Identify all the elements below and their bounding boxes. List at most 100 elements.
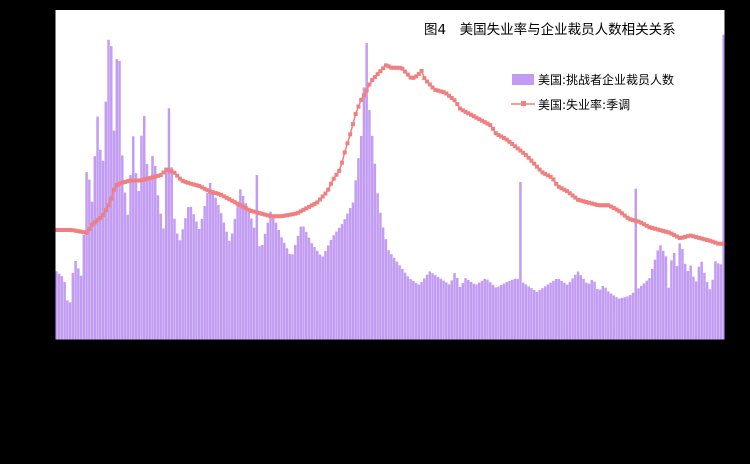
- bar: [436, 276, 440, 340]
- bar: [104, 101, 108, 340]
- line-marker: [57, 228, 62, 232]
- bar: [587, 283, 591, 340]
- line-marker: [562, 187, 567, 192]
- bar: [601, 285, 605, 340]
- bar: [565, 284, 569, 340]
- x-tick-label: 2014-09-30: [533, 348, 549, 432]
- bar: [552, 280, 555, 340]
- bar: [206, 193, 209, 340]
- line-marker: [326, 187, 331, 192]
- line-marker: [438, 89, 443, 94]
- bar: [241, 195, 245, 340]
- bar: [648, 278, 651, 341]
- line-marker: [150, 175, 155, 180]
- bar: [247, 210, 250, 340]
- bar: [277, 230, 281, 340]
- line-marker: [685, 234, 690, 239]
- bar: [711, 279, 714, 340]
- line-marker: [576, 197, 581, 202]
- bar: [167, 108, 171, 340]
- bar: [310, 243, 313, 340]
- line-marker: [274, 214, 279, 219]
- bar: [74, 261, 77, 340]
- bar: [132, 136, 135, 340]
- line-marker: [271, 214, 276, 219]
- left-tick-label: 80000: [14, 224, 49, 237]
- x-tick-label: 2000-01-31: [49, 348, 65, 432]
- line-marker: [339, 160, 344, 165]
- bar: [456, 277, 459, 340]
- bar: [156, 195, 160, 340]
- line-marker: [375, 72, 380, 77]
- right-axis-ticks: 0 2 4 6 8 10 12: [725, 4, 747, 347]
- line-marker: [551, 177, 556, 182]
- right-tick-label: 2: [733, 279, 740, 292]
- bar: [272, 215, 275, 340]
- bar: [230, 233, 234, 340]
- line-marker: [81, 230, 86, 235]
- bar: [557, 279, 561, 340]
- line-marker: [68, 228, 73, 232]
- line-marker: [334, 172, 339, 177]
- bar: [288, 253, 292, 340]
- bar: [123, 192, 127, 340]
- bar: [598, 289, 602, 340]
- bar: [469, 281, 473, 340]
- bar: [494, 287, 497, 340]
- x-tick-label: 2018-05-31: [653, 348, 669, 432]
- line-marker: [433, 87, 438, 92]
- bar: [192, 214, 195, 340]
- bar: [403, 272, 407, 340]
- line-marker: [394, 65, 399, 70]
- line-marker: [221, 194, 226, 199]
- bar: [151, 155, 154, 340]
- line-marker: [474, 115, 479, 120]
- bar: [609, 293, 613, 340]
- bar: [722, 34, 725, 340]
- bar: [395, 261, 399, 340]
- bar: [318, 254, 322, 340]
- line-marker: [87, 227, 92, 232]
- line-marker: [307, 204, 311, 209]
- bar: [505, 282, 508, 340]
- line-marker: [290, 212, 295, 217]
- bar: [398, 265, 401, 340]
- bar: [516, 278, 519, 340]
- line-marker: [293, 211, 298, 216]
- line-marker: [515, 146, 520, 151]
- bar: [283, 242, 286, 340]
- bar: [118, 60, 121, 341]
- left-tick-label: 0: [42, 334, 49, 347]
- line-marker: [609, 204, 614, 209]
- bar: [708, 289, 712, 340]
- bar: [203, 205, 206, 340]
- bar: [488, 282, 492, 340]
- bar: [401, 268, 404, 340]
- line-marker: [191, 182, 196, 187]
- line-marker: [694, 235, 699, 240]
- line-marker: [125, 179, 130, 184]
- bar: [502, 283, 506, 340]
- bar: [431, 273, 434, 340]
- line-marker: [392, 65, 397, 70]
- x-tick-label: 2011-12-31: [442, 348, 458, 432]
- bar: [55, 271, 58, 340]
- line-marker: [460, 108, 465, 113]
- line-marker: [416, 71, 421, 76]
- line-marker: [166, 168, 171, 173]
- bar: [305, 232, 308, 340]
- line-marker: [589, 201, 594, 206]
- x-tick-label: 2001-11-30: [110, 348, 126, 432]
- line-marker: [696, 235, 701, 240]
- bar: [261, 244, 264, 340]
- bar: [348, 208, 352, 340]
- bar: [467, 280, 470, 340]
- line-marker: [285, 213, 290, 218]
- line-marker: [548, 174, 553, 179]
- bar: [478, 282, 481, 340]
- line-marker: [131, 178, 136, 183]
- line-marker: [381, 66, 386, 71]
- bar: [107, 39, 110, 340]
- line-marker: [265, 213, 270, 218]
